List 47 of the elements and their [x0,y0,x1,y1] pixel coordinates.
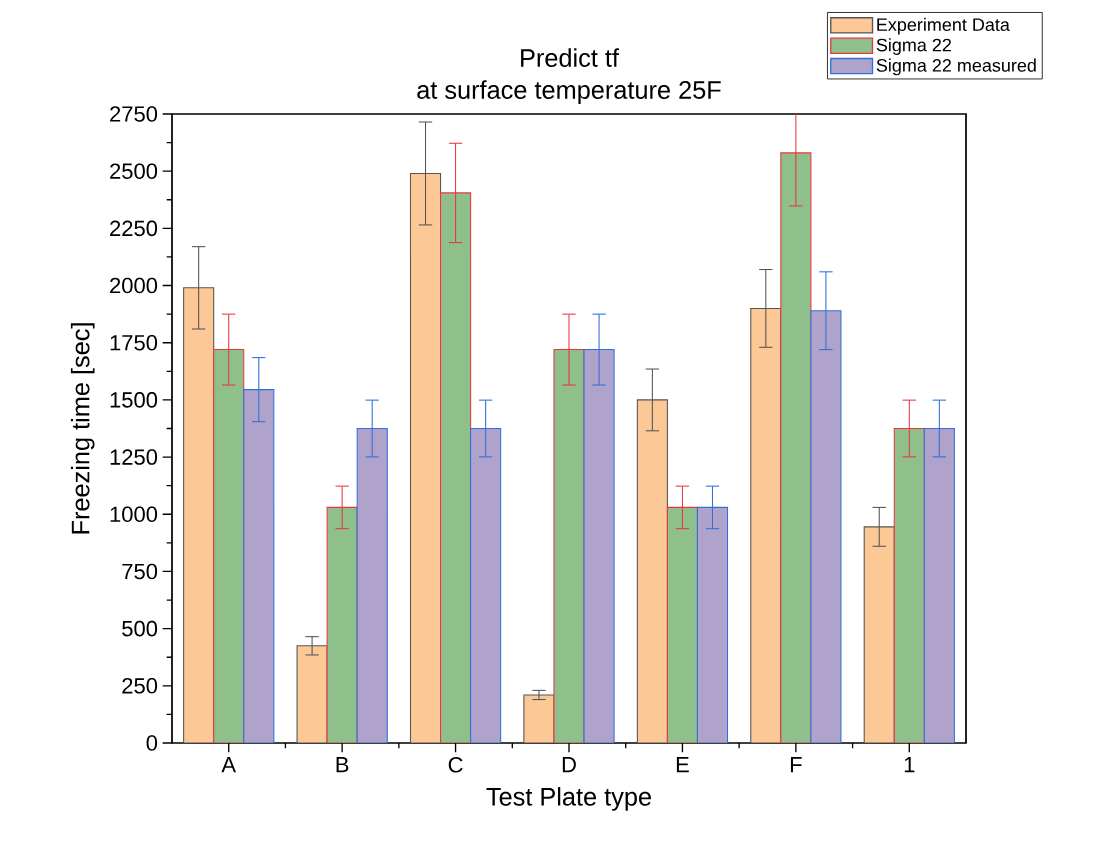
x-tick-label: C [448,757,463,773]
y-tick-label: 1750 [110,334,158,351]
bar [213,349,245,743]
bar [583,349,615,743]
bar [893,427,925,743]
bar [243,389,275,743]
x-tick-label: F [790,757,802,773]
y-tick-label: 0 [146,735,158,751]
bar [666,506,698,743]
bar [183,287,215,743]
y-tick-label: 2250 [110,220,158,237]
y-tick-label: 500 [122,620,158,637]
bar [523,694,555,743]
bar [356,427,388,743]
x-tick-label: D [562,757,576,773]
bar [409,172,442,743]
bar [326,506,358,743]
bar [810,310,842,743]
chart-title: Predict tf [521,48,619,67]
bar [296,645,328,743]
bar [923,427,955,743]
y-tick-label: 1250 [110,449,158,465]
y-axis-title: Freezing time [sec] [70,323,95,534]
x-tick-label: A [221,757,237,773]
bar [470,427,502,743]
y-tick-label: 2000 [110,277,158,294]
bar [780,152,812,743]
x-tick-label: 1 [904,757,915,773]
y-tick-label: 750 [122,563,158,580]
y-tick-label: 250 [122,678,158,694]
bar [553,349,585,743]
bar [863,526,895,743]
x-axis-title: Test Plate type [486,787,651,811]
bar [750,307,782,743]
x-tick-label: E [676,757,689,773]
chart-subtitle: at surface temperature 25F [417,80,721,104]
y-tick-label: 1500 [110,392,158,408]
x-tick-label: B [336,757,349,773]
y-tick-label: 1000 [110,506,158,523]
bar [636,399,668,743]
legend-label: Sigma 22 [876,38,951,55]
legend-label: Sigma 22 measured [876,58,1036,76]
bar [440,192,472,743]
y-tick-label: 2500 [110,163,158,179]
y-tick-label: 2750 [110,106,158,122]
legend-label: Experiment Data [877,17,1010,35]
bar [696,506,729,743]
